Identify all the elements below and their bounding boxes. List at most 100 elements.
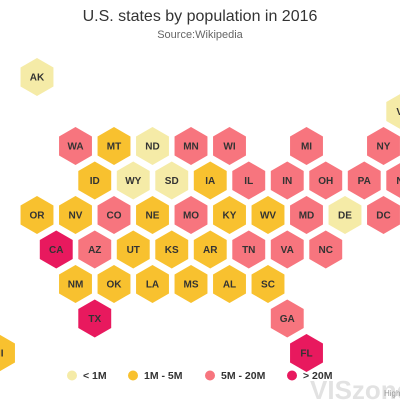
state-hex[interactable] bbox=[59, 127, 92, 165]
state-tile-mi[interactable]: MI bbox=[290, 127, 323, 165]
state-tile-tn[interactable]: TN bbox=[232, 230, 266, 269]
state-tile-la[interactable]: LA bbox=[136, 265, 169, 303]
state-tile-ia[interactable]: IA bbox=[193, 161, 227, 200]
state-hex[interactable] bbox=[386, 162, 400, 200]
state-hex[interactable] bbox=[367, 196, 400, 234]
state-hex[interactable] bbox=[251, 265, 285, 303]
state-tile-ks[interactable]: KS bbox=[155, 230, 189, 269]
state-hex[interactable] bbox=[213, 127, 246, 165]
state-tile-ga[interactable]: GA bbox=[270, 299, 304, 338]
state-hex[interactable] bbox=[97, 265, 131, 303]
state-tile-ut[interactable]: UT bbox=[116, 230, 150, 269]
state-tile-co[interactable]: CO bbox=[97, 196, 131, 234]
state-hex[interactable] bbox=[270, 230, 304, 269]
state-hex[interactable] bbox=[136, 196, 169, 234]
state-hex[interactable] bbox=[309, 161, 343, 200]
state-tile-ms[interactable]: MS bbox=[174, 265, 208, 303]
legend-marker[interactable] bbox=[205, 370, 215, 381]
state-tile-fl[interactable]: FL bbox=[290, 334, 323, 372]
state-tile-de[interactable]: DE bbox=[328, 196, 362, 234]
state-hex[interactable] bbox=[136, 265, 169, 303]
state-tile-nd[interactable]: ND bbox=[136, 127, 169, 165]
state-tile-sc[interactable]: SC bbox=[251, 265, 285, 303]
legend-marker[interactable] bbox=[287, 370, 297, 381]
state-hex[interactable] bbox=[386, 93, 400, 131]
state-tile-id[interactable]: ID bbox=[78, 161, 112, 200]
state-hex[interactable] bbox=[232, 161, 266, 200]
state-hex[interactable] bbox=[174, 265, 208, 303]
state-tile-nc[interactable]: NC bbox=[309, 230, 343, 269]
state-hex[interactable] bbox=[20, 58, 54, 96]
state-tile-al[interactable]: AL bbox=[213, 265, 246, 303]
state-tile-in[interactable]: IN bbox=[270, 161, 304, 200]
legend-label[interactable]: > 20M bbox=[303, 370, 333, 382]
state-tile-wv[interactable]: WV bbox=[251, 196, 285, 234]
legend-label[interactable]: 5M - 20M bbox=[221, 370, 266, 382]
legend-item[interactable]: > 20M bbox=[287, 370, 333, 382]
legend-label[interactable]: 1M - 5M bbox=[144, 370, 183, 382]
state-tile-hi[interactable]: HI bbox=[0, 334, 15, 372]
state-hex[interactable] bbox=[59, 265, 92, 303]
state-hex[interactable] bbox=[116, 230, 150, 269]
state-tile-mo[interactable]: MO bbox=[174, 196, 208, 234]
state-hex[interactable] bbox=[78, 161, 112, 200]
state-tile-wi[interactable]: WI bbox=[213, 127, 246, 165]
state-hex[interactable] bbox=[193, 230, 227, 269]
state-hex[interactable] bbox=[116, 161, 150, 200]
state-tile-ky[interactable]: KY bbox=[213, 196, 246, 234]
state-tile-dc[interactable]: DC bbox=[367, 196, 400, 234]
state-tile-md[interactable]: MD bbox=[290, 196, 323, 234]
legend-marker[interactable] bbox=[128, 370, 138, 381]
state-tile-sd[interactable]: SD bbox=[155, 161, 189, 200]
state-hex[interactable] bbox=[0, 334, 15, 372]
state-tile-nj[interactable]: NJ bbox=[386, 162, 400, 200]
state-tile-tx[interactable]: TX bbox=[78, 299, 112, 338]
state-tile-nv[interactable]: NV bbox=[59, 196, 92, 234]
state-hex[interactable] bbox=[39, 230, 73, 269]
legend-item[interactable]: 1M - 5M bbox=[128, 370, 183, 382]
state-hex[interactable] bbox=[367, 127, 400, 165]
state-hex[interactable] bbox=[20, 196, 54, 234]
state-tile-oh[interactable]: OH bbox=[309, 161, 343, 200]
state-hex[interactable] bbox=[347, 161, 381, 200]
state-hex[interactable] bbox=[155, 230, 189, 269]
state-tile-il[interactable]: IL bbox=[232, 161, 266, 200]
state-tile-mt[interactable]: MT bbox=[97, 127, 131, 165]
state-tile-wa[interactable]: WA bbox=[59, 127, 92, 165]
state-tile-vt[interactable]: VT bbox=[386, 93, 400, 131]
state-tile-ca[interactable]: CA bbox=[39, 230, 73, 269]
legend-item[interactable]: < 1M bbox=[67, 370, 107, 382]
state-hex[interactable] bbox=[193, 161, 227, 200]
state-tile-mn[interactable]: MN bbox=[174, 127, 208, 165]
state-hex[interactable] bbox=[174, 127, 208, 165]
state-hex[interactable] bbox=[78, 299, 112, 338]
credits[interactable]: Highcharts.com bbox=[384, 389, 400, 398]
state-hex[interactable] bbox=[213, 265, 246, 303]
state-tile-ok[interactable]: OK bbox=[97, 265, 131, 303]
state-tile-nm[interactable]: NM bbox=[59, 265, 92, 303]
legend-item[interactable]: 5M - 20M bbox=[205, 370, 266, 382]
state-hex[interactable] bbox=[97, 196, 131, 234]
state-hex[interactable] bbox=[97, 127, 131, 165]
state-tile-ny[interactable]: NY bbox=[367, 127, 400, 165]
state-hex[interactable] bbox=[309, 230, 343, 269]
state-tile-or[interactable]: OR bbox=[20, 196, 54, 234]
state-hex[interactable] bbox=[232, 230, 266, 269]
state-tile-az[interactable]: AZ bbox=[78, 230, 112, 269]
state-hex[interactable] bbox=[78, 230, 112, 269]
legend-marker[interactable] bbox=[67, 370, 77, 381]
state-hex[interactable] bbox=[290, 334, 323, 372]
state-hex[interactable] bbox=[251, 196, 285, 234]
state-tile-pa[interactable]: PA bbox=[347, 161, 381, 200]
state-hex[interactable] bbox=[328, 196, 362, 234]
state-tile-ne[interactable]: NE bbox=[136, 196, 169, 234]
state-tile-ak[interactable]: AK bbox=[20, 58, 54, 96]
state-hex[interactable] bbox=[59, 196, 92, 234]
state-hex[interactable] bbox=[174, 196, 208, 234]
state-hex[interactable] bbox=[270, 299, 304, 338]
state-hex[interactable] bbox=[290, 127, 323, 165]
state-tile-va[interactable]: VA bbox=[270, 230, 304, 269]
state-hex[interactable] bbox=[213, 196, 246, 234]
state-tile-ar[interactable]: AR bbox=[193, 230, 227, 269]
state-hex[interactable] bbox=[290, 196, 323, 234]
